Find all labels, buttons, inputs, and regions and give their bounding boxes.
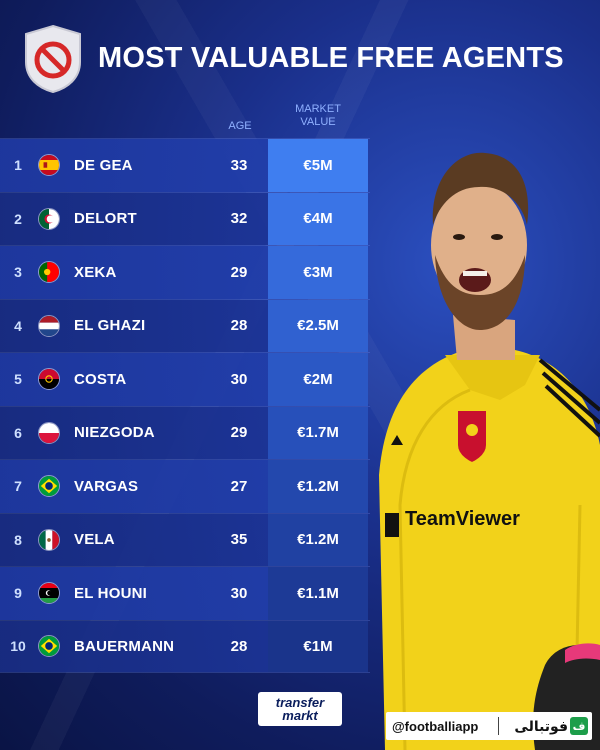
table-row: 6 NIEZGODA 29 €1.7M [0,405,370,459]
player-age: 30 [230,370,248,388]
rank: 2 [14,210,22,227]
table-row: 3 XEKA 29 €3M [0,245,370,299]
market-value: €1.1M [268,567,368,620]
column-header-market-value: MARKET VALUE [268,103,368,129]
rank: 9 [14,585,22,602]
table-row: 8 VELA 35 €1.2M [0,512,370,566]
player-name: NIEZGODA [74,424,155,442]
player-age: 32 [230,210,248,228]
footballi-app-icon: ف [570,717,588,735]
table-row: 5 COSTA 30 €2M [0,352,370,406]
rank: 8 [14,531,22,548]
market-value: €2M [268,353,368,406]
player-image: TeamViewer [375,145,600,750]
rank: 6 [14,424,22,441]
player-name: COSTA [74,370,127,388]
divider [498,717,499,735]
player-name: BAUERMANN [74,637,175,655]
player-age: 27 [230,477,248,495]
brazil-flag-icon [38,635,60,658]
market-value: €4M [268,192,368,245]
player-age: 33 [230,156,248,174]
rank: 10 [10,638,26,655]
transfermarkt-logo-line2: markt [282,708,318,723]
libya-flag-icon [38,582,60,605]
table-row: 2 DELORT 32 €4M [0,191,370,245]
player-name: EL HOUNI [74,584,147,602]
column-header-age: AGE [228,120,252,132]
prohibited-icon [22,24,84,94]
player-age: 29 [230,424,248,442]
player-name: EL GHAZI [74,317,146,335]
transfermarkt-logo-line1: transfer [275,695,325,710]
brand-name: فوتبالی [514,717,568,734]
rank: 7 [14,478,22,495]
table-row: 7 VARGAS 27 €1.2M [0,459,370,513]
rank: 3 [14,264,22,281]
market-value: €3M [268,246,368,299]
social-handle-box: @footballiapp فوتبالی ف [386,712,592,740]
player-age: 30 [230,584,248,602]
market-value: €2.5M [268,299,368,352]
svg-text:TeamViewer: TeamViewer [405,508,520,530]
table-row: 1 DE GEA 33 €5M [0,138,370,192]
player-name: DELORT [74,210,137,228]
netherlands-flag-icon [38,314,60,337]
transfermarkt-logo: transfer markt [258,692,342,726]
angola-flag-icon [38,368,60,391]
poland-flag-icon [38,421,60,444]
player-age: 35 [230,531,248,549]
column-header-market-value-line1: MARKET [295,103,341,115]
player-age: 28 [230,317,248,335]
algeria-flag-icon [38,207,60,230]
player-name: VELA [74,531,115,549]
rank: 5 [14,371,22,388]
table-row: 10 BAUERMANN 28 €1M [0,619,370,673]
player-age: 28 [230,637,248,655]
social-handle: @footballiapp [392,718,479,734]
brazil-flag-icon [38,475,60,498]
table-row: 4 EL GHAZI 28 €2.5M [0,298,370,352]
rank: 1 [14,157,22,174]
rank: 4 [14,317,22,334]
mexico-flag-icon [38,528,60,551]
spain-flag-icon [38,154,60,177]
ranking-table: 1 DE GEA 33 €5M 2 DELORT 32 €4M 3 XEKA 29 €3M 4 EL GH… [0,138,370,673]
player-name: DE GEA [74,156,133,174]
market-value: €1.2M [268,513,368,566]
player-name: XEKA [74,263,117,281]
market-value: €5M [268,139,368,192]
column-header-market-value-line2: VALUE [300,116,336,128]
player-age: 29 [230,263,248,281]
page-title: MOST VALUABLE FREE AGENTS [98,42,564,74]
market-value: €1M [268,620,368,672]
player-name: VARGAS [74,477,139,495]
table-row: 9 EL HOUNI 30 €1.1M [0,566,370,620]
portugal-flag-icon [38,261,60,284]
market-value: €1.7M [268,406,368,459]
market-value: €1.2M [268,460,368,513]
